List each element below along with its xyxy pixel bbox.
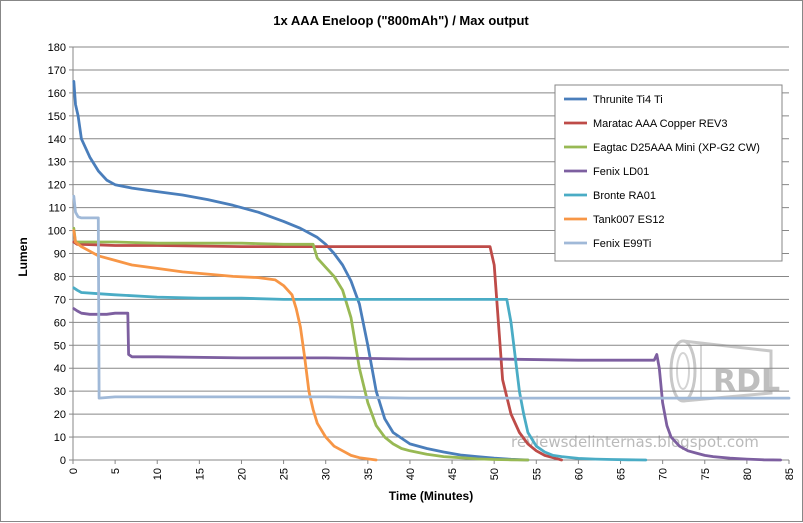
legend-label: Bronte RA01 (593, 190, 656, 202)
y-tick-label: 80 (54, 271, 66, 283)
x-tick-label: 25 (279, 468, 291, 480)
series-line (72, 307, 782, 462)
y-tick-label: 170 (48, 65, 66, 77)
legend-label: Fenix LD01 (593, 166, 649, 178)
legend-label: Thrunite Ti4 Ti (593, 94, 663, 106)
watermark-site-text: reviewsdelinternas.blogspot.com (511, 433, 759, 451)
y-tick-label: 130 (48, 157, 66, 169)
series-lines (72, 80, 791, 462)
y-tick-label: 30 (54, 386, 66, 398)
x-tick-label: 75 (700, 468, 712, 480)
x-tick-label: 5 (110, 468, 122, 474)
x-tick-label: 45 (447, 468, 459, 480)
x-tick-label: 40 (405, 468, 417, 480)
series-line (72, 229, 378, 462)
y-tick-label: 40 (54, 363, 66, 375)
x-tick-label: 55 (531, 468, 543, 480)
series-line (72, 286, 648, 462)
y-tick-label: 120 (48, 180, 66, 192)
series-line (72, 226, 530, 462)
x-tick-label: 65 (616, 468, 628, 480)
x-tick-label: 85 (784, 468, 796, 480)
y-tick-label: 60 (54, 317, 66, 329)
legend-label: Maratac AAA Copper REV3 (593, 118, 728, 130)
x-tick-label: 0 (68, 468, 80, 474)
watermark-logo-text: RDL (713, 364, 780, 399)
x-tick-label: 60 (573, 468, 585, 480)
x-tick-label: 10 (152, 468, 164, 480)
x-tick-label: 80 (742, 468, 754, 480)
y-axis-ticks: 0 10 20 30 40 50 60 70 80 90 100 110 120 130 140 150 160… (48, 42, 73, 467)
y-tick-label: 50 (54, 340, 66, 352)
legend: Thrunite Ti4 Ti Maratac AAA Copper REV3 Ea… (554, 84, 783, 262)
y-tick-label: 110 (48, 203, 66, 215)
y-tick-label: 70 (54, 294, 66, 306)
y-tick-label: 10 (54, 432, 66, 444)
legend-label: Fenix E99Ti (593, 238, 651, 250)
y-tick-label: 160 (48, 88, 66, 100)
series-line (72, 194, 791, 400)
watermark: RDL reviewsdelinternas.blogspot.com (511, 339, 780, 451)
y-tick-label: 90 (54, 249, 66, 261)
series-line (72, 80, 530, 462)
y-tick-label: 100 (48, 226, 66, 238)
y-axis-title: Lumen (16, 237, 30, 276)
y-tick-label: 150 (48, 111, 66, 123)
x-tick-label: 30 (321, 468, 333, 480)
series-line (72, 240, 563, 462)
y-tick-label: 0 (60, 455, 66, 467)
legend-label: Eagtac D25AAA Mini (XP-G2 CW) (593, 142, 760, 154)
y-tick-label: 140 (48, 134, 66, 146)
x-tick-label: 35 (363, 468, 375, 480)
x-tick-label: 20 (236, 468, 248, 480)
y-tick-label: 20 (54, 409, 66, 421)
x-tick-label: 70 (658, 468, 670, 480)
chart-title: 1x AAA Eneloop ("800mAh") / Max output (273, 13, 529, 28)
x-tick-label: 50 (489, 468, 501, 480)
x-tick-label: 15 (194, 468, 206, 480)
x-axis-title: Time (Minutes) (389, 489, 473, 503)
x-axis-ticks: 0 5 10 15 20 25 30 35 40 45 50 55 60 65 70 75 80 85 (68, 460, 796, 480)
y-tick-label: 180 (48, 42, 66, 54)
legend-label: Tank007 ES12 (593, 214, 665, 226)
